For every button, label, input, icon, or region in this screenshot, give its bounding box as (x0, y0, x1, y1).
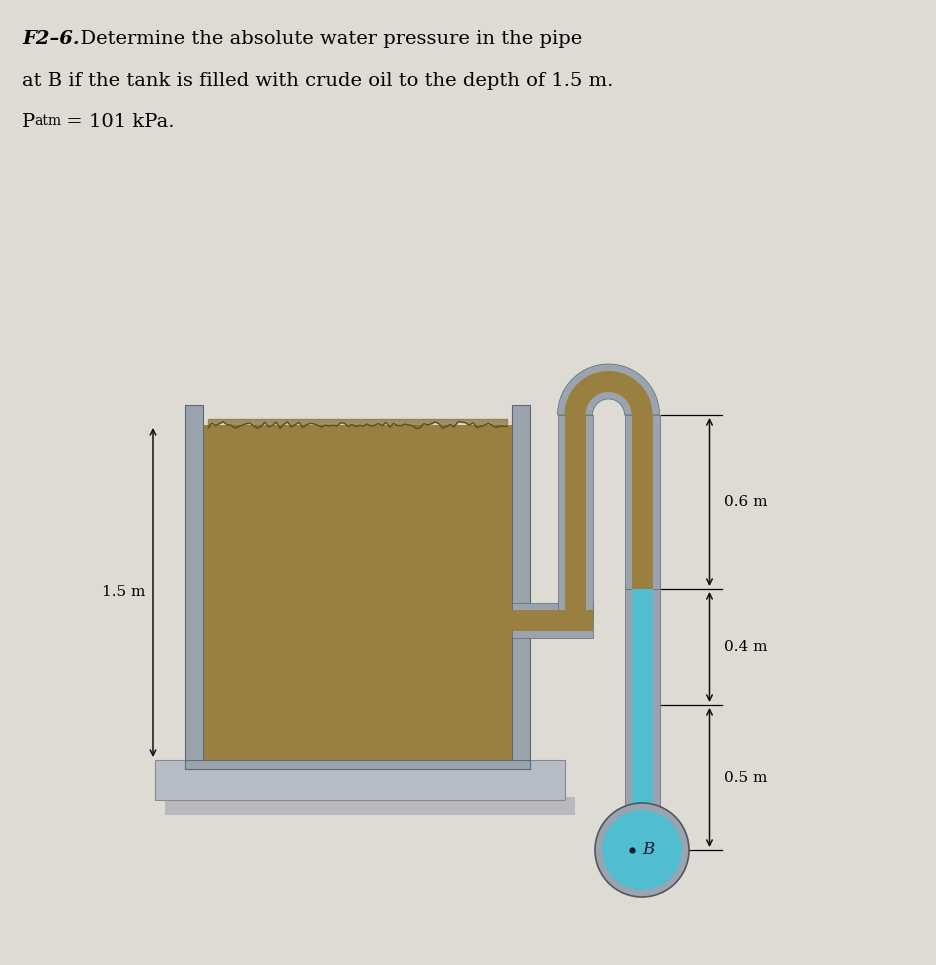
Text: at B if the tank is filled with crude oil to the depth of 1.5 m.: at B if the tank is filled with crude oi… (22, 72, 613, 90)
Circle shape (594, 803, 688, 897)
Bar (557, 415, 592, 620)
Text: 1.5 m: 1.5 m (101, 586, 145, 599)
Bar (511, 610, 592, 630)
Bar (563, 415, 585, 620)
Text: 0.6 m: 0.6 m (724, 495, 768, 509)
Bar (623, 415, 659, 589)
Bar (631, 415, 651, 589)
Bar (511, 405, 530, 769)
Bar (203, 425, 511, 760)
Text: P: P (22, 113, 36, 131)
Text: 0.5 m: 0.5 m (724, 770, 768, 785)
Text: B: B (641, 841, 653, 859)
Bar (511, 602, 592, 638)
Bar (184, 760, 530, 769)
Polygon shape (563, 371, 651, 415)
Text: atm: atm (34, 115, 61, 128)
Text: Determine the absolute water pressure in the pipe: Determine the absolute water pressure in… (68, 30, 581, 48)
Bar (631, 589, 651, 810)
Circle shape (601, 810, 681, 890)
Bar (165, 797, 575, 815)
Text: F2–6.: F2–6. (22, 30, 80, 48)
Polygon shape (557, 364, 659, 415)
Text: = 101 kPa.: = 101 kPa. (60, 113, 174, 131)
Text: 0.4 m: 0.4 m (724, 640, 768, 654)
Bar (623, 589, 659, 810)
Bar (154, 760, 564, 800)
Bar (184, 405, 203, 769)
